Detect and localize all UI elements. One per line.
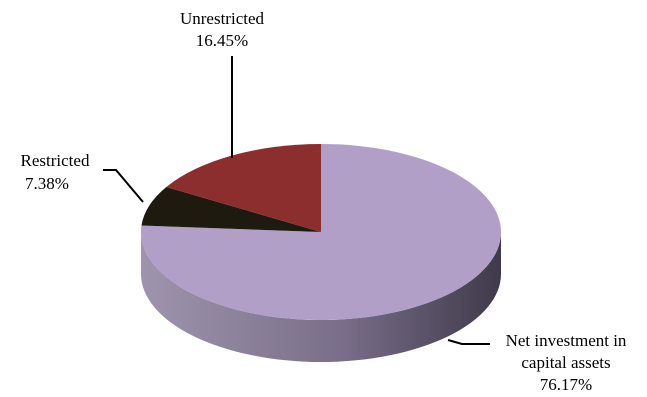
pie-slice-unrestricted [166,144,321,232]
slice-value-unrestricted: 16.45% [196,31,248,50]
slice-label-unrestricted-line1: Unrestricted [180,9,265,28]
leader-line-restricted [103,169,144,203]
pie-side-net-investment [141,232,501,362]
slice-label-net-investment: Net investment in capital assets 76.17% [506,331,627,394]
pie-slice-restricted [141,186,321,232]
slice-label-net-investment-line1: Net investment in [506,331,627,350]
slice-label-restricted-line1: Restricted [21,151,90,170]
slice-label-net-investment-line2: capital assets [521,353,610,372]
slice-label-unrestricted: Unrestricted 16.45% [180,9,265,50]
pie-side-wall [141,232,501,362]
slice-value-net-investment: 76.17% [540,375,592,394]
slice-label-restricted: Restricted 7.38% [21,151,90,193]
leader-line-net-investment [447,339,490,345]
pie-top-face [141,144,502,320]
slice-value-restricted: 7.38% [25,174,69,193]
